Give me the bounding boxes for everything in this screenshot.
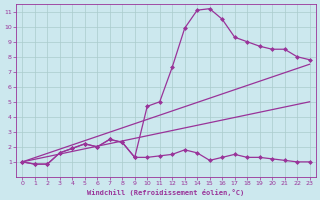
- X-axis label: Windchill (Refroidissement éolien,°C): Windchill (Refroidissement éolien,°C): [87, 189, 244, 196]
